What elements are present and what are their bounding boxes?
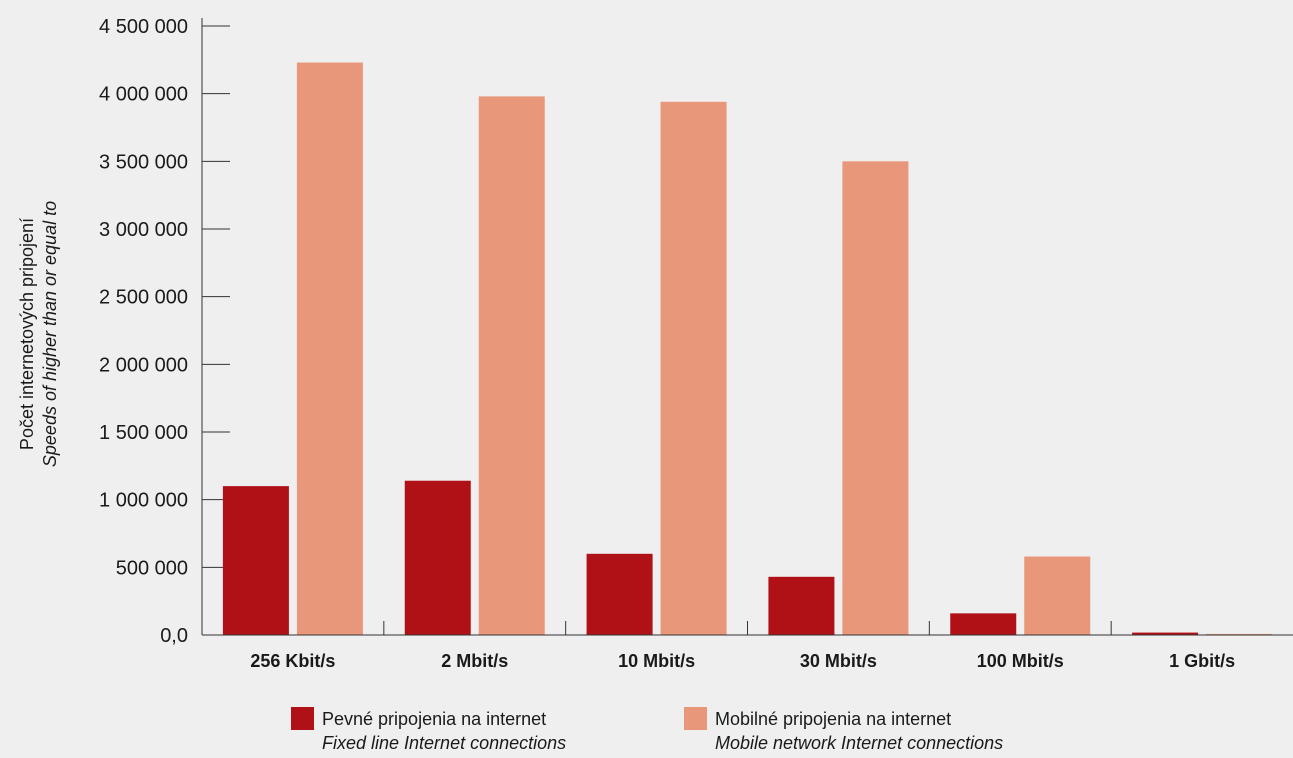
y-tick-label: 2 500 000	[99, 287, 188, 309]
x-tick-label: 30 Mbit/s	[800, 651, 877, 671]
y-tick-label: 500 000	[116, 557, 188, 579]
legend-swatch-mobile	[684, 707, 707, 730]
y-tick-label: 4 500 000	[99, 16, 188, 38]
x-tick-label: 100 Mbit/s	[977, 651, 1064, 671]
bar-fixed	[586, 553, 653, 635]
y-tick-label: 4 000 000	[99, 84, 188, 106]
y-tick-label: 1 000 000	[99, 490, 188, 512]
legend-label-fixed-sk: Pevné pripojenia na internet	[322, 709, 547, 729]
y-tick-label: 1 500 000	[99, 422, 188, 444]
legend-label-mobile: Mobilné pripojenia na internet Mobile ne…	[715, 707, 1003, 755]
bar-fixed	[404, 480, 471, 635]
y-tick-label: 3 000 000	[99, 219, 188, 241]
bar-chart: Počet internetových pripojení Speeds of …	[17, 16, 1293, 671]
bar-fixed	[950, 613, 1017, 635]
legend-swatch-fixed	[291, 707, 314, 730]
x-tick-label: 10 Mbit/s	[618, 651, 695, 671]
y-tick-label: 0,0	[160, 625, 188, 647]
bar-mobile	[660, 101, 727, 635]
bar-fixed	[1132, 632, 1199, 635]
x-tick-label: 256 Kbit/s	[250, 651, 335, 671]
y-axis-label-en: Speeds of higher than or equal to	[40, 201, 60, 467]
y-axis-title: Počet internetových pripojení Speeds of …	[17, 201, 60, 467]
bar-mobile	[1206, 633, 1273, 635]
bar-fixed	[222, 486, 289, 635]
bar-mobile	[842, 161, 909, 636]
x-axis-tick-labels: 256 Kbit/s 2 Mbit/s 10 Mbit/s 30 Mbit/s 100 …	[250, 651, 1235, 671]
bar-mobile	[478, 96, 545, 635]
legend-label-fixed: Pevné pripojenia na internet Fixed line …	[322, 707, 566, 755]
axes	[201, 18, 1293, 636]
legend-label-mobile-en: Mobile network Internet connections	[715, 733, 1004, 753]
bars	[222, 62, 1273, 636]
x-tick-label: 2 Mbit/s	[441, 651, 508, 671]
y-axis-label: Počet internetových pripojení	[17, 218, 37, 450]
bar-mobile	[1024, 556, 1091, 635]
y-tick-label: 2 000 000	[99, 354, 188, 376]
legend-label-fixed-en: Fixed line Internet connections	[322, 733, 567, 753]
legend-label-mobile-sk: Mobilné pripojenia na internet	[715, 709, 952, 729]
y-axis-ticks: 0,0 500 000 1 000 000 1 500 000 2 000 000 2 5…	[99, 16, 230, 647]
legend: Pevné pripojenia na internet Fixed line …	[0, 707, 1293, 758]
bar-fixed	[768, 576, 835, 635]
y-tick-label: 3 500 000	[99, 151, 188, 173]
x-tick-label: 1 Gbit/s	[1169, 651, 1235, 671]
bar-mobile	[296, 62, 363, 636]
